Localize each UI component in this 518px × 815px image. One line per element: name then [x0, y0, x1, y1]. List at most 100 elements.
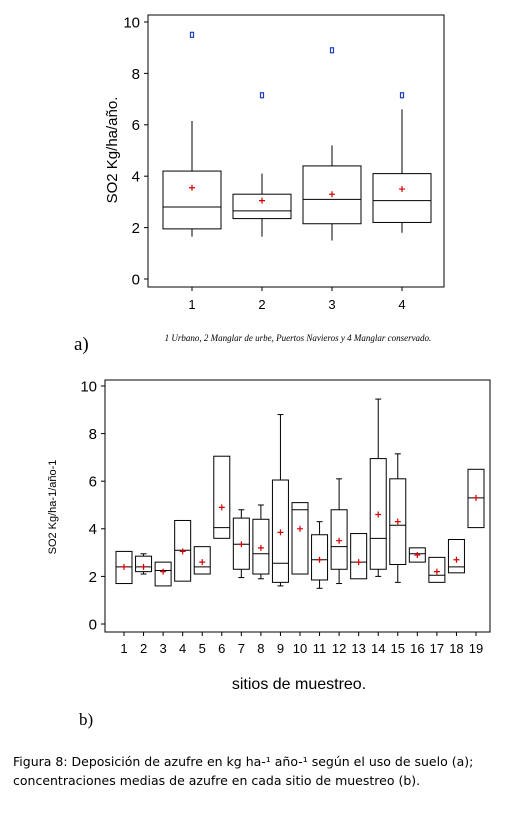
chart-b-mean-marker	[316, 556, 323, 563]
chart-b-mean-marker	[121, 563, 127, 570]
chart-b-box	[467, 468, 485, 529]
chart-b-y-axis: 0 2 4 6 8 10	[80, 378, 105, 633]
chart-b-mean-marker	[199, 559, 206, 566]
chart-b-box	[232, 517, 250, 570]
chart-a-y-tick-label: 4	[132, 169, 140, 186]
chart-b-mean-marker	[218, 504, 225, 511]
chart-b-mean-marker	[453, 556, 460, 563]
chart-a-x-axis: 1 2 3 4	[188, 287, 406, 312]
chart-a-note: 1 Urbano, 2 Manglar de urbe, Puertos Nav…	[165, 333, 432, 343]
chart-b-x-tick-label: 1	[120, 641, 127, 656]
chart-b-mean-marker	[433, 568, 440, 575]
chart-b-box	[174, 519, 192, 582]
chart-b-x-tick-label: 15	[391, 641, 405, 656]
chart-a-box-group	[162, 31, 222, 237]
chart-b-box	[291, 502, 309, 575]
chart-b-box	[311, 534, 329, 581]
chart-b-box-group	[213, 455, 231, 539]
chart-b-x-tick-label: 11	[313, 641, 327, 656]
chart-a-y-tick-label: 2	[132, 220, 140, 237]
chart-b-mean-marker	[355, 559, 362, 566]
chart-b-box-group	[467, 468, 485, 529]
chart-a-mean-marker	[329, 191, 335, 198]
chart-a-y-tick-label: 8	[132, 66, 140, 83]
chart-b-box-group	[428, 556, 446, 583]
chart-b-mean-marker	[375, 511, 382, 518]
chart-b-box-group	[447, 539, 465, 574]
chart-b-mean-marker	[140, 563, 147, 570]
chart-a-outlier-point	[189, 31, 195, 38]
chart-a-y-tick-label: 0	[132, 271, 140, 288]
chart-b-x-tick-label: 19	[469, 641, 483, 656]
chart-b-box	[369, 458, 387, 570]
chart-b-y-tick-label: 10	[80, 378, 97, 395]
chart-b-box-group	[350, 533, 368, 580]
chart-b-mean-marker	[297, 525, 303, 532]
chart-a-outlier-point	[399, 92, 405, 99]
chart-a-outlier-point	[259, 92, 265, 99]
chart-b-box-group	[291, 502, 309, 575]
chart-a-mean-marker	[399, 186, 405, 193]
chart-b-mean-marker	[394, 518, 401, 525]
chart-b-box	[213, 455, 231, 539]
chart-b-y-tick-label: 2	[89, 569, 97, 586]
chart-a-box	[232, 193, 292, 220]
chart-b-x-tick-label: 18	[449, 641, 463, 656]
chart-b-panel-label: b)	[79, 710, 93, 729]
chart-b-x-axis-label: sitios de muestreo.	[232, 676, 366, 693]
chart-b-box-group	[408, 547, 426, 563]
chart-a-y-axis-label: SO2 Kg/ha/año.	[104, 97, 121, 204]
chart-a-x-tick-label: 4	[398, 297, 405, 312]
chart-b-x-tick-label: 17	[430, 641, 444, 656]
chart-a-panel-label: a)	[74, 334, 89, 355]
chart-b-x-tick-label: 12	[332, 641, 346, 656]
chart-b-box	[408, 547, 426, 563]
chart-b-box-group	[154, 561, 172, 587]
chart-b-box-group	[330, 478, 348, 585]
chart-b-boxes	[115, 398, 485, 589]
chart-b-mean-marker	[257, 544, 264, 551]
chart-b-mean-marker	[160, 568, 167, 575]
chart-b-y-tick-label: 8	[89, 426, 97, 443]
chart-b-box	[115, 550, 133, 585]
chart-a-box-group	[232, 92, 292, 237]
chart-b-box-group	[135, 553, 153, 575]
chart-a-y-tick-label: 10	[123, 14, 140, 31]
chart-b-x-tick-label: 10	[293, 641, 307, 656]
chart-b-x-tick-label: 7	[238, 641, 245, 656]
chart-b-box	[447, 539, 465, 574]
chart-b-x-tick-label: 6	[218, 641, 225, 656]
chart-b-x-tick-label: 13	[351, 641, 365, 656]
chart-a-y-axis: 0 2 4 6 8 10	[123, 14, 148, 288]
chart-b-x-tick-label: 3	[159, 641, 166, 656]
chart-b-plot-frame	[104, 379, 491, 633]
chart-b-x-axis: 1 2 3 4 5 6 7 8 9 10 11 12 13 14 15 16 17 18 19	[120, 632, 483, 656]
chart-b-mean-marker	[277, 529, 284, 536]
chart-a-x-tick-label: 1	[188, 297, 195, 312]
chart-b-box	[193, 546, 211, 575]
chart-b-box	[330, 509, 348, 570]
chart-b-x-tick-label: 16	[410, 641, 424, 656]
chart-a-x-tick-label: 3	[328, 297, 335, 312]
chart-a-y-tick-label: 6	[132, 117, 140, 134]
chart-a-plot-frame	[147, 14, 445, 288]
chart-b-box-group	[115, 550, 133, 585]
figure-caption-line-2: concentraciones medias de azufre en cada…	[13, 773, 421, 788]
chart-b-mean-marker	[473, 494, 479, 501]
chart-b-mean-marker	[238, 541, 245, 548]
chart-b-box-group	[311, 521, 329, 589]
chart-b-box-group	[271, 414, 289, 587]
chart-b-x-tick-label: 8	[257, 641, 264, 656]
chart-a-x-tick-label: 2	[258, 297, 265, 312]
chart-a-mean-marker	[259, 197, 265, 204]
chart-b-y-tick-label: 4	[89, 521, 97, 538]
chart-b-box-group	[252, 504, 270, 580]
chart-a-outlier-point	[329, 47, 335, 54]
chart-b-box	[350, 533, 368, 580]
chart-b-y-tick-label: 6	[89, 474, 97, 491]
chart-b-box	[389, 478, 407, 566]
chart-a-box	[162, 170, 222, 230]
chart-b-box	[252, 518, 270, 575]
